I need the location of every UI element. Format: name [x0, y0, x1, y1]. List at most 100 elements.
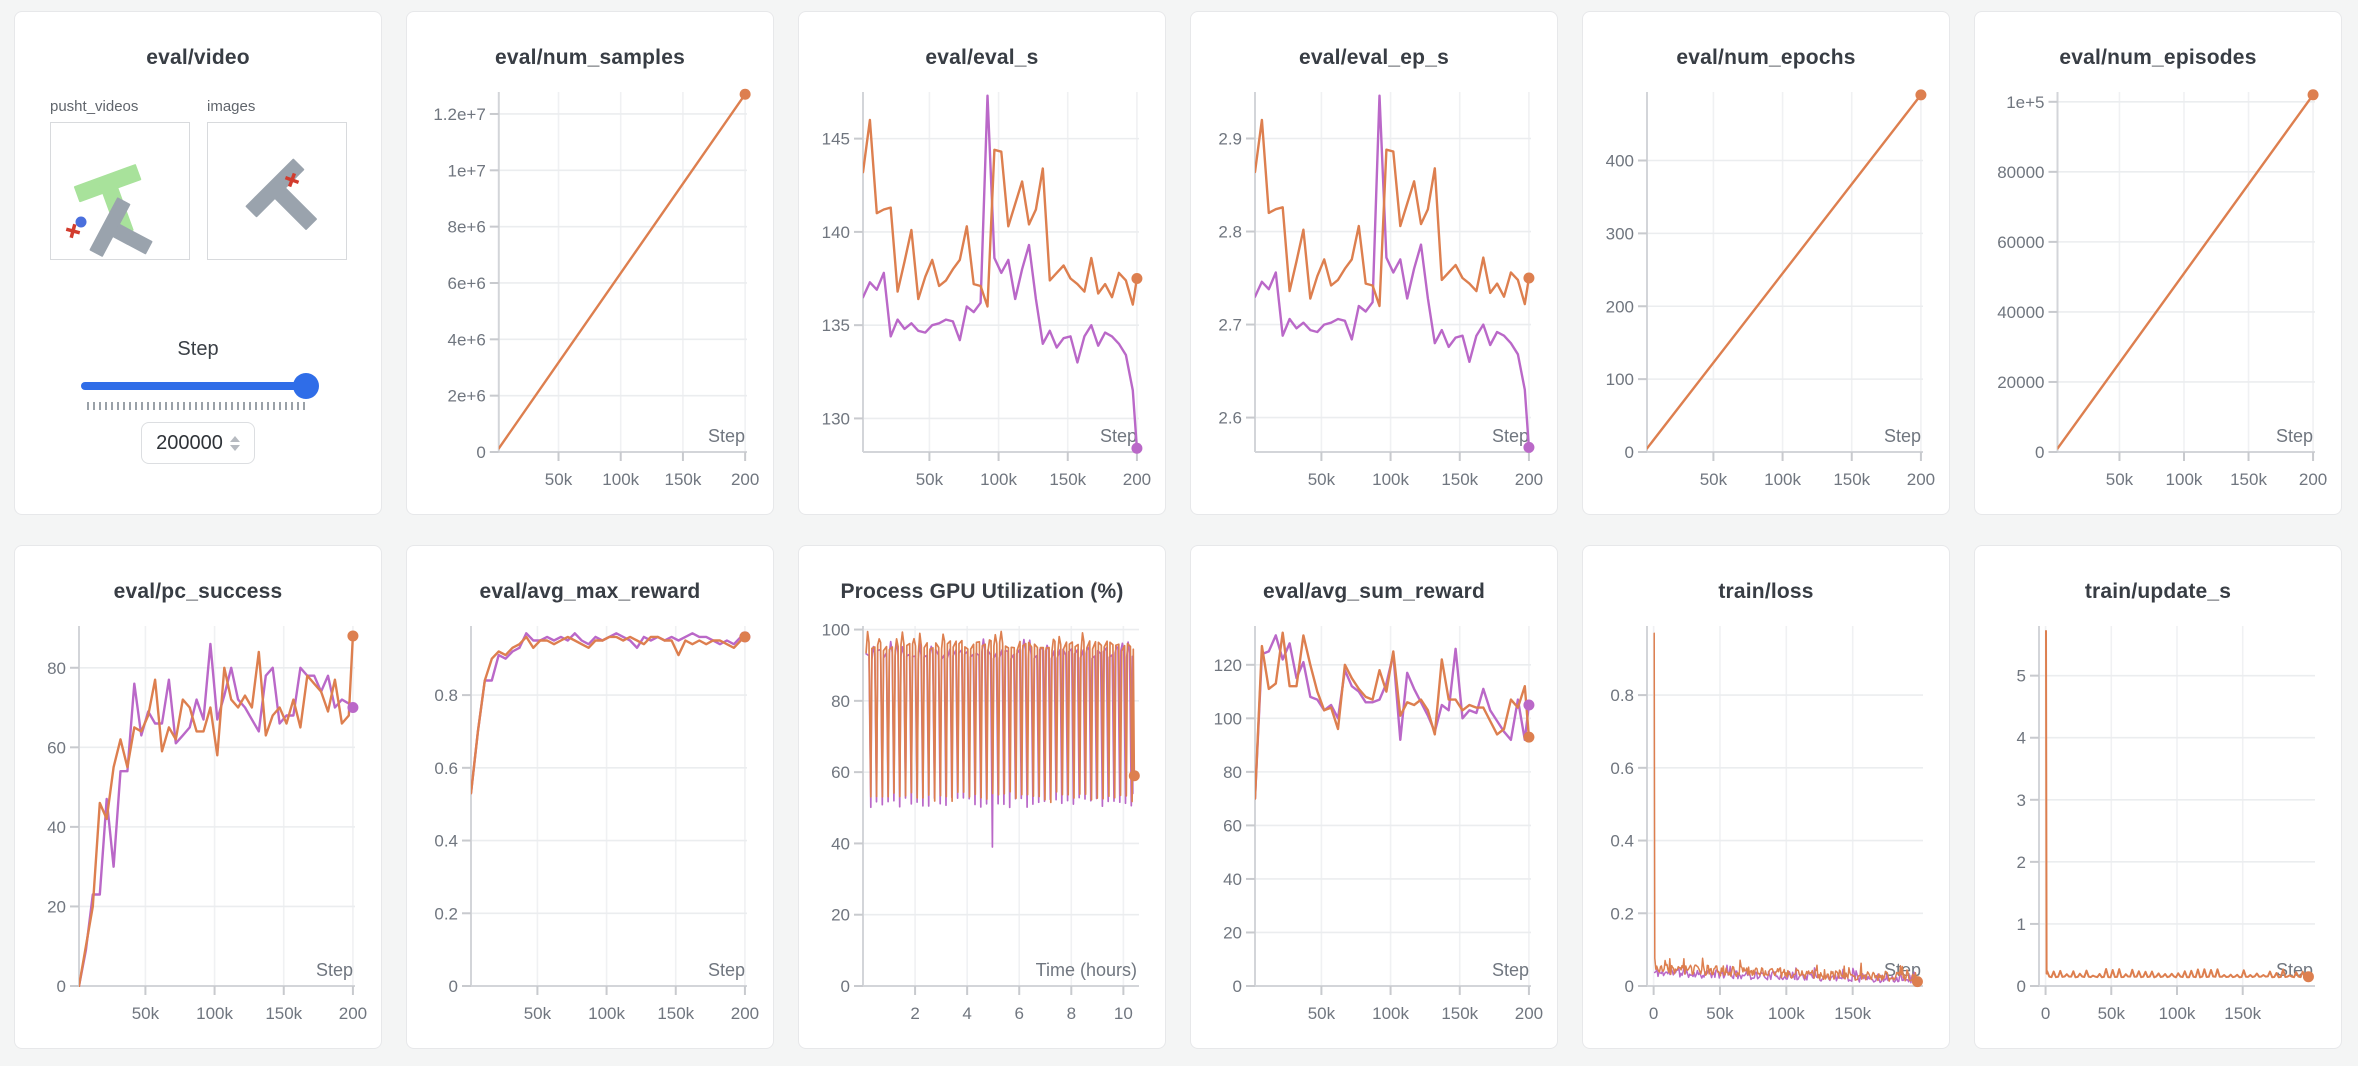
- chart-title: eval/num_episodes: [2059, 46, 2257, 69]
- svg-text:2.9: 2.9: [1218, 130, 1242, 149]
- chart-title: train/loss: [1718, 580, 1814, 603]
- video-thumbnail-images[interactable]: [207, 122, 347, 260]
- chart-title: eval/num_samples: [495, 46, 685, 69]
- svg-text:0: 0: [449, 977, 458, 996]
- step-up-icon[interactable]: [229, 435, 240, 442]
- svg-text:100k: 100k: [2166, 470, 2203, 489]
- goal-cross: [284, 172, 300, 188]
- chart-panel-process-gpu-utilization[interactable]: Process GPU Utilization (%) 2 4 6 8 10 0 20 40 6…: [798, 545, 1166, 1049]
- svg-text:Step: Step: [708, 960, 745, 980]
- svg-text:400: 400: [1606, 152, 1634, 171]
- svg-text:40: 40: [831, 834, 850, 853]
- chart-title: eval/avg_sum_reward: [1262, 580, 1486, 603]
- chart-panel-train-update-s[interactable]: train/update_s 0 50k 100k 150k 0 1 2 3 4 5 Step: [1974, 545, 2342, 1049]
- chart-panel-train-loss[interactable]: train/loss 0 50k 100k 150k 0 0.2 0.4 0.6 0.8 Step: [1582, 545, 1950, 1049]
- svg-text:0.2: 0.2: [1610, 904, 1634, 923]
- chart-panel-eval-avg-max-reward[interactable]: eval/avg_max_reward 50k 100k 150k 200 0 0.2 0.…: [406, 545, 774, 1049]
- chart-panel-eval-eval-ep-s[interactable]: eval/eval_ep_s 50k 100k 150k 200 2.6 2.7 2.8 2.…: [1190, 11, 1558, 515]
- slider-track[interactable]: [80, 382, 316, 390]
- video-thumbnails-row: pusht_videos: [15, 98, 381, 260]
- svg-text:100k: 100k: [2159, 1004, 2196, 1023]
- svg-text:50k: 50k: [916, 470, 944, 489]
- agent-dot: [75, 216, 87, 228]
- svg-text:100k: 100k: [1372, 1004, 1409, 1023]
- panel-eval-video[interactable]: eval/video pusht_videos: [14, 11, 382, 515]
- chart-canvas[interactable]: 50k 100k 150k 200 0 0.2 0.4 0.6 0.8 Step: [407, 612, 773, 1042]
- svg-text:2: 2: [910, 1004, 919, 1023]
- svg-text:200: 200: [731, 1004, 759, 1023]
- svg-text:20: 20: [831, 906, 850, 925]
- svg-text:100: 100: [1214, 709, 1242, 728]
- stepper-arrows[interactable]: [229, 435, 240, 451]
- svg-text:200: 200: [1515, 470, 1543, 489]
- svg-text:0: 0: [1649, 1004, 1658, 1023]
- svg-text:60: 60: [831, 763, 850, 782]
- svg-text:300: 300: [1606, 224, 1634, 243]
- svg-text:0: 0: [2041, 1004, 2050, 1023]
- svg-text:0.6: 0.6: [1610, 759, 1634, 778]
- video-thumbnail-pusht[interactable]: [50, 122, 190, 260]
- svg-text:50k: 50k: [524, 1004, 552, 1023]
- svg-text:5: 5: [2017, 667, 2026, 686]
- svg-text:0: 0: [1233, 977, 1242, 996]
- svg-text:1: 1: [2017, 915, 2026, 934]
- chart-panel-eval-avg-sum-reward[interactable]: eval/avg_sum_reward 50k 100k 150k 200 0 20 40 6…: [1190, 545, 1558, 1049]
- svg-text:200: 200: [2299, 470, 2327, 489]
- svg-text:Time (hours): Time (hours): [1036, 960, 1137, 980]
- svg-text:6e+6: 6e+6: [448, 274, 486, 293]
- svg-text:50k: 50k: [1700, 470, 1728, 489]
- svg-text:0: 0: [1625, 443, 1634, 462]
- svg-text:200: 200: [1606, 297, 1634, 316]
- svg-text:100k: 100k: [1372, 470, 1409, 489]
- svg-text:40: 40: [47, 818, 66, 837]
- chart-panel-eval-num-samples[interactable]: eval/num_samples 50k 100k 150k 200 0 2e+6 4e+6…: [406, 11, 774, 515]
- step-input[interactable]: 200000: [141, 422, 255, 464]
- chart-panel-eval-pc-success[interactable]: eval/pc_success 50k 100k 150k 200 0 20 40 60 80 S…: [14, 545, 382, 1049]
- svg-text:100k: 100k: [1764, 470, 1801, 489]
- step-slider[interactable]: [80, 373, 319, 399]
- svg-text:0.4: 0.4: [1610, 832, 1634, 851]
- svg-text:100k: 100k: [196, 1004, 233, 1023]
- chart-title: eval/avg_max_reward: [479, 580, 701, 603]
- svg-text:60: 60: [1223, 816, 1242, 835]
- svg-text:1e+7: 1e+7: [448, 161, 486, 180]
- step-down-icon[interactable]: [229, 444, 240, 451]
- svg-text:40000: 40000: [1997, 303, 2044, 322]
- chart-canvas[interactable]: 50k 100k 150k 200 0 2e+6 4e+6 6e+6 8e+6 1e+7 1.2e+…: [407, 78, 773, 508]
- svg-text:140: 140: [822, 223, 850, 242]
- slider-thumb[interactable]: [292, 373, 319, 399]
- svg-text:60000: 60000: [1997, 233, 2044, 252]
- svg-text:6: 6: [1014, 1004, 1023, 1023]
- svg-text:50k: 50k: [2106, 470, 2134, 489]
- chart-panel-eval-num-episodes[interactable]: eval/num_episodes 50k 100k 150k 200 0 20000 40…: [1974, 11, 2342, 515]
- chart-canvas[interactable]: 50k 100k 150k 200 130 135 140 145 Step: [799, 78, 1165, 508]
- chart-panel-eval-num-epochs[interactable]: eval/num_epochs 50k 100k 150k 200 0 100 200 300…: [1582, 11, 1950, 515]
- svg-text:Step: Step: [1884, 426, 1921, 446]
- svg-text:0: 0: [841, 977, 850, 996]
- svg-text:0.6: 0.6: [434, 759, 458, 778]
- svg-text:0.8: 0.8: [1610, 686, 1634, 705]
- chart-canvas[interactable]: 50k 100k 150k 200 0 100 200 300 400 Step: [1583, 78, 1949, 508]
- chart-title: train/update_s: [2084, 580, 2232, 603]
- chart-panel-eval-eval-s[interactable]: eval/eval_s 50k 100k 150k 200 130 135 140 145 St…: [798, 11, 1166, 515]
- svg-text:3: 3: [2017, 791, 2026, 810]
- svg-text:130: 130: [822, 409, 850, 428]
- chart-canvas[interactable]: 50k 100k 150k 200 2.6 2.7 2.8 2.9 Step: [1191, 78, 1557, 508]
- chart-canvas[interactable]: 50k 100k 150k 200 0 20 40 60 80 Step: [15, 612, 381, 1042]
- chart-canvas[interactable]: 50k 100k 150k 200 0 20 40 60 80 100 120 Step: [1191, 612, 1557, 1042]
- svg-text:Step: Step: [1100, 426, 1137, 446]
- svg-text:1.2e+7: 1.2e+7: [433, 105, 485, 124]
- svg-text:20000: 20000: [1997, 373, 2044, 392]
- svg-text:40: 40: [1223, 870, 1242, 889]
- chart-canvas[interactable]: 50k 100k 150k 200 0 20000 40000 60000 80000 1e+5 S…: [1975, 78, 2341, 508]
- svg-text:100k: 100k: [1768, 1004, 1805, 1023]
- svg-text:150k: 150k: [2230, 470, 2267, 489]
- svg-text:0: 0: [57, 977, 66, 996]
- chart-title: eval/num_epochs: [1676, 46, 1856, 69]
- svg-text:2e+6: 2e+6: [448, 387, 486, 406]
- gray-t-shape: [89, 197, 153, 257]
- svg-text:20: 20: [47, 897, 66, 916]
